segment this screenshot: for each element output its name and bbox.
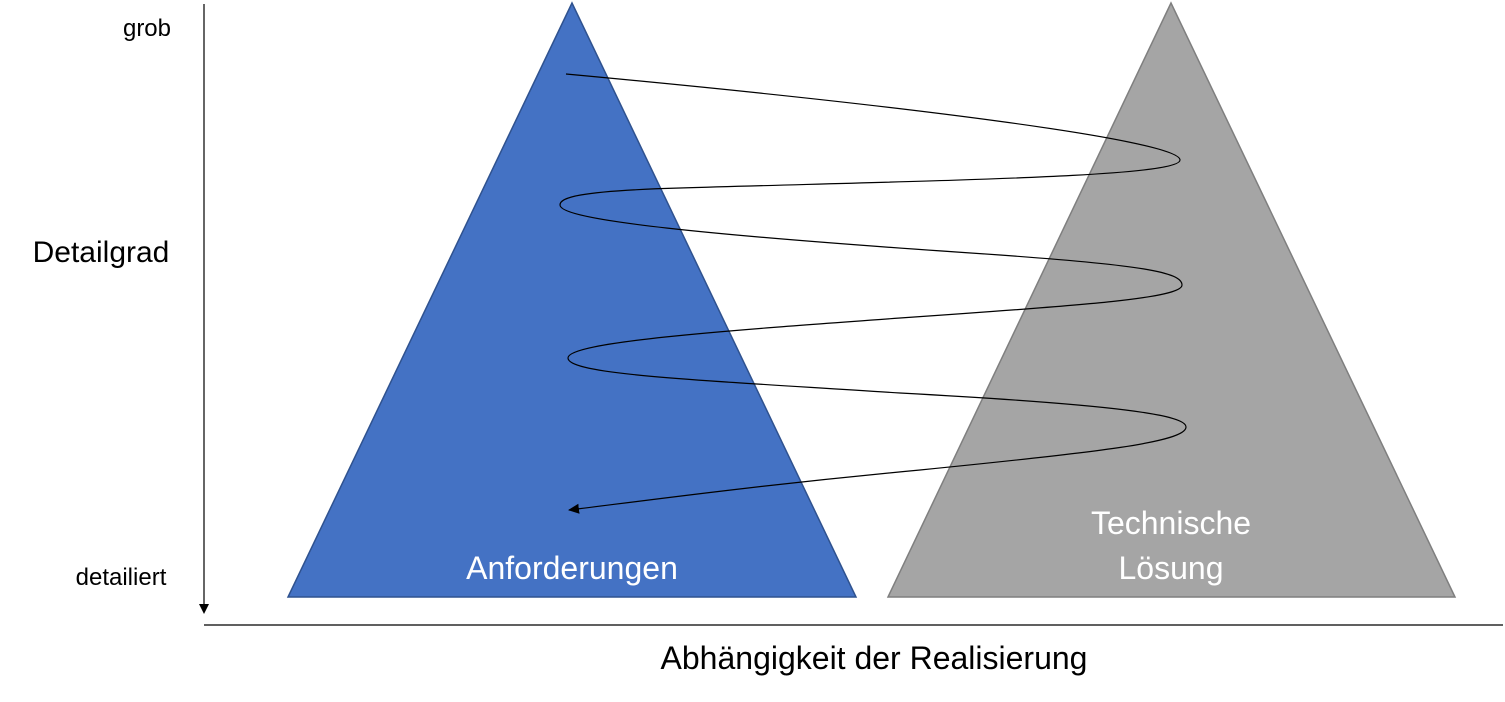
requirements-triangle bbox=[286, 1, 858, 598]
technical-solution-label-line2: Lösung bbox=[1119, 550, 1224, 586]
y-axis-title: Detailgrad bbox=[33, 236, 170, 269]
technical-solution-label-line1: Technische bbox=[1091, 505, 1251, 541]
axis-top-label: grob bbox=[123, 15, 171, 42]
x-axis-title: Abhängigkeit der Realisierung bbox=[661, 640, 1088, 676]
iteration-spiral-arrow bbox=[559, 73, 1187, 514]
requirements-label: Anforderungen bbox=[466, 550, 678, 586]
technical-solution-triangle bbox=[886, 1, 1457, 598]
axis-bottom-label: detailiert bbox=[76, 564, 167, 591]
